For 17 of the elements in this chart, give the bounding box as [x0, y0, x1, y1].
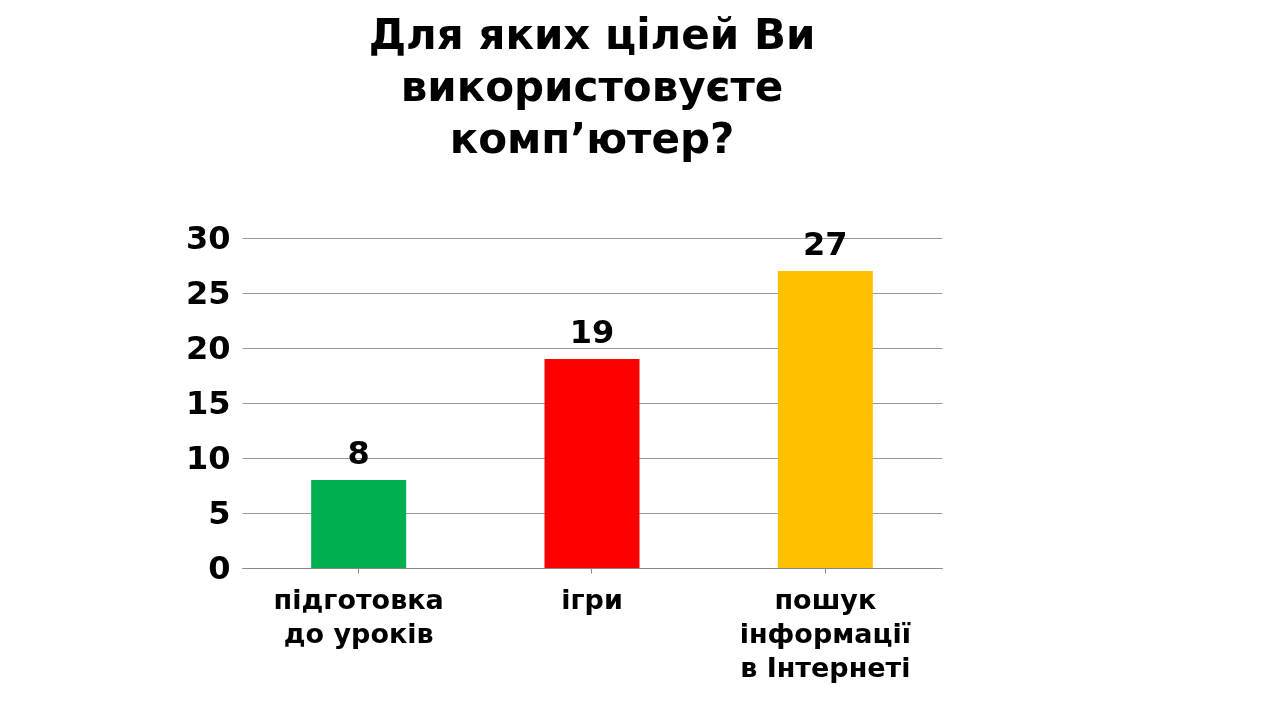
bar: [544, 359, 640, 568]
data-label: 8: [347, 434, 370, 472]
data-label: 19: [569, 313, 615, 351]
data-label: 27: [803, 225, 848, 263]
bar: [311, 480, 407, 568]
x-tick-label: ігри: [561, 583, 623, 615]
chart-title: Для яких цілей Ви використовуєте комп’ютер?: [368, 10, 816, 163]
x-tick-label: підготовка до уроків: [273, 583, 444, 649]
y-tick-label: 25: [185, 273, 231, 312]
y-tick-label: 5: [208, 493, 231, 532]
y-tick-label: 20: [185, 328, 231, 367]
x-tick-label: пошук інформації в Інтернеті: [739, 583, 912, 683]
y-tick-label: 10: [185, 438, 231, 477]
y-tick-label: 30: [185, 218, 231, 257]
y-tick-label: 15: [185, 383, 231, 422]
bar: [777, 271, 873, 568]
y-tick-label: 0: [208, 548, 231, 587]
